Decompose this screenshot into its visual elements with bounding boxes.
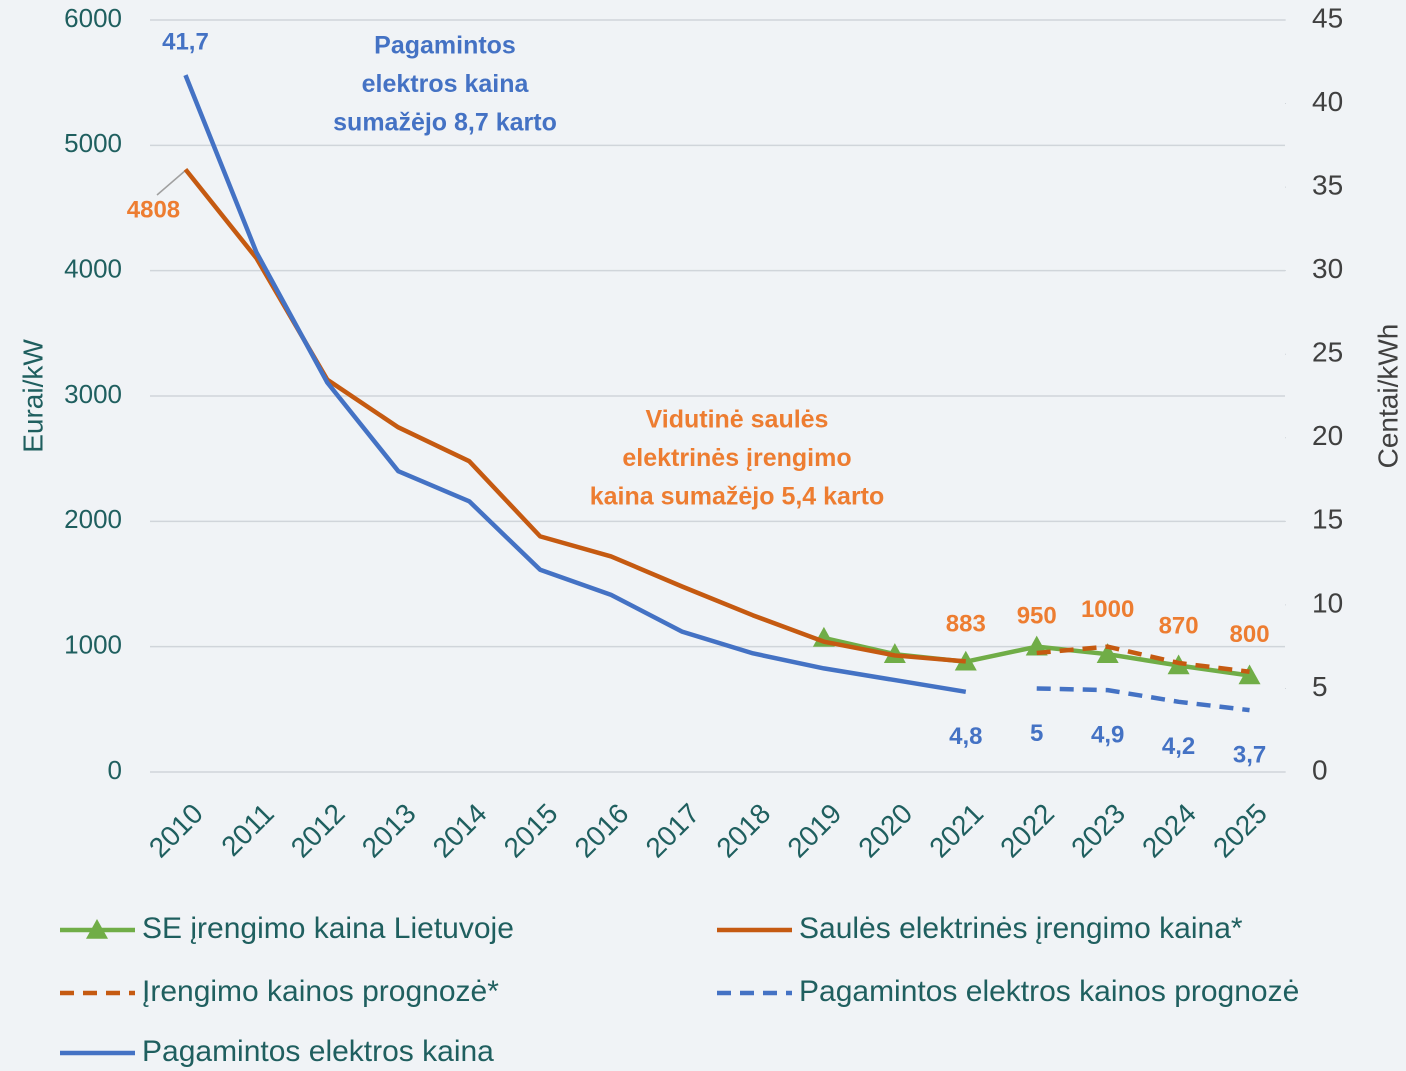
annotation: Vidutinė saulės — [646, 406, 829, 434]
data-label: 4,2 — [1162, 733, 1195, 760]
y2-tick-label: 35 — [1312, 170, 1343, 201]
legend-label: Pagamintos elektros kainos prognozė — [799, 975, 1299, 1008]
data-label: 870 — [1159, 612, 1199, 639]
y2-tick-label: 25 — [1312, 337, 1343, 368]
data-label: 883 — [946, 611, 986, 638]
data-label: 4,8 — [949, 723, 982, 750]
series-line — [1036, 644, 1250, 674]
y2-tick-label: 15 — [1312, 504, 1343, 535]
y2-tick-label: 20 — [1312, 420, 1343, 451]
y2-tick-label: 10 — [1312, 587, 1343, 618]
data-label: 41,7 — [162, 28, 209, 55]
series-line — [1036, 686, 1250, 713]
y2-tick-label: 40 — [1312, 86, 1343, 117]
y-tick-label: 3000 — [64, 379, 122, 409]
y-tick-label: 5000 — [64, 128, 122, 158]
data-label: 1000 — [1081, 596, 1134, 623]
legend-marker — [86, 919, 108, 939]
y-tick-label: 2000 — [64, 504, 122, 534]
y-axis-label: Eurai/kW — [17, 339, 48, 453]
annotation: sumažėjo 8,7 karto — [333, 109, 557, 137]
y2-tick-label: 0 — [1312, 754, 1328, 785]
annotation: elektros kaina — [362, 70, 530, 98]
annotation: kaina sumažėjo 5,4 karto — [590, 483, 885, 511]
y-tick-label: 6000 — [64, 3, 122, 33]
marker — [1238, 664, 1261, 685]
series-line — [183, 74, 967, 695]
data-label: 4,9 — [1091, 721, 1124, 748]
leader-line — [156, 169, 187, 196]
data-label: 3,7 — [1233, 742, 1266, 769]
legend-label: Pagamintos elektros kaina — [142, 1035, 494, 1068]
y-tick-label: 4000 — [64, 254, 122, 284]
y-tick-label: 0 — [108, 755, 122, 785]
data-label: 950 — [1017, 602, 1057, 629]
annotation: Pagamintos — [374, 32, 516, 60]
legend-label: Saulės elektrinės įrengimo kaina* — [799, 912, 1243, 945]
y2-tick-label: 5 — [1312, 671, 1328, 702]
y2-tick-label: 45 — [1312, 2, 1343, 33]
data-label: 800 — [1230, 621, 1270, 648]
legend-label: Įrengimo kainos prognozė* — [142, 975, 499, 1008]
y2-tick-label: 30 — [1312, 253, 1343, 284]
legend-label: SE įrengimo kaina Lietuvoje — [142, 912, 514, 945]
data-label: 5 — [1030, 720, 1043, 747]
y2-axis-label: Centai/kWh — [1372, 324, 1403, 469]
marker — [1096, 643, 1119, 663]
annotation: elektrinės įrengimo — [622, 444, 851, 472]
y-tick-label: 1000 — [64, 630, 122, 660]
data-label: 4808 — [127, 197, 180, 224]
